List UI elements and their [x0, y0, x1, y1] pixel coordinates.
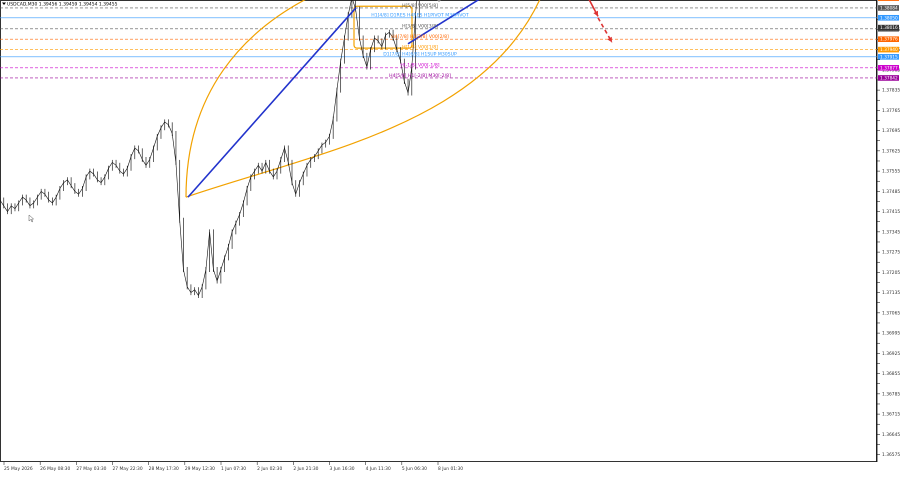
chart-title: USDCAD,M30 1.39456 1.39459 1.39454 1.394…	[2, 2, 118, 8]
y-tick-label: 1.37555	[882, 169, 900, 175]
x-tick-label: 27 May 22:30	[113, 466, 143, 472]
range-box-rect	[353, 5, 413, 49]
trend-line-1	[187, 7, 357, 198]
trend-lines	[187, 0, 480, 198]
y-tick-label: 1.37345	[882, 229, 900, 235]
x-tick-label: 26 May 08:30	[40, 466, 70, 472]
y-tick-label: 1.37695	[882, 128, 900, 134]
x-tick-label: 29 May 12:30	[185, 466, 215, 472]
cursor-icon	[28, 214, 35, 223]
y-tick-label: 1.36925	[882, 351, 900, 357]
price-line	[0, 0, 418, 297]
chart-title-text: USDCAD,M30 1.39456 1.39459 1.39454 1.394…	[7, 2, 118, 8]
price-series	[0, 0, 420, 298]
x-tick-label: 4 Jun 11:30	[366, 466, 391, 472]
forecast-arrows	[588, 0, 613, 43]
lower-arc	[185, 0, 541, 198]
range-box	[353, 5, 413, 49]
level-tag-label: 1.38084	[880, 5, 898, 11]
y-tick-label: 1.37135	[882, 290, 900, 296]
level-tag-label: 1.37940	[880, 47, 898, 53]
y-tick-label: 1.36575	[882, 452, 900, 458]
level-tag	[878, 36, 899, 42]
x-tick-label: 25 May 2026	[4, 466, 33, 472]
level-label: H[1/8] V00[1/8]	[402, 44, 438, 50]
upper-arc	[185, 0, 306, 198]
level-label: H[5/8] V00[5/8]	[402, 3, 438, 9]
y-tick-label: 1.37065	[882, 310, 900, 316]
y-tick-label: 1.37765	[882, 108, 900, 114]
level-tag-label: 1.38118	[880, 0, 898, 2]
level-tag-label: 1.37842	[880, 75, 898, 81]
level-tag	[878, 65, 899, 71]
forecast-down-arrow	[588, 0, 599, 17]
level-label: D1[7/8] H4[6/8] H1SUP M30SUP	[383, 52, 457, 58]
trend-line-2	[407, 0, 480, 45]
level-tag	[878, 54, 899, 60]
y-tick-label: 1.37205	[882, 270, 900, 276]
top-marker-icon	[437, 0, 441, 2]
level-tag-label: 1.37915	[880, 54, 898, 60]
level-label: H[3/8] V00[3/8]	[402, 24, 438, 30]
forecast-down-arrow-head-icon	[593, 10, 598, 17]
level-tag-label: 1.38050	[880, 15, 898, 21]
level-tag-label: 1.37976	[880, 37, 898, 43]
x-tick-label: 2 Jun 21:30	[293, 466, 318, 472]
level-labels: H[+2/8] V00[+2/8]H[+1/8] V00[+1/8]D1[+1/…	[371, 3, 469, 79]
y-tick-label: 1.36785	[882, 391, 900, 397]
level-tag	[878, 0, 899, 1]
arc-curves	[185, 0, 541, 198]
level-lines	[0, 7, 877, 79]
level-tag-label: 1.37877	[880, 65, 898, 71]
x-tick-label: 3 Jun 16:30	[330, 466, 355, 472]
y-tick-label: 1.37625	[882, 148, 900, 154]
level-label: H1[4/8] D1RES H4RES H1PIVOT M30PIVOT	[371, 13, 469, 19]
level-label: H4[5/8] H1[-2/8] M30[-2/8]	[389, 73, 451, 79]
x-tick-label: 2 Jun 02:30	[257, 466, 282, 472]
price-tags: 1.382801.382551.382181.381801.381421.381…	[878, 0, 899, 81]
x-tick-label: 28 May 17:30	[149, 466, 179, 472]
level-tag	[878, 14, 899, 21]
x-tick-label: 27 May 03:30	[76, 466, 106, 472]
x-tick-label: 5 Jun 06:30	[402, 466, 427, 472]
x-tick-label: 8 Jun 01:30	[438, 466, 463, 472]
dropdown-triangle-icon[interactable]	[2, 2, 6, 6]
level-tag	[878, 75, 899, 81]
y-tick-label: 1.37835	[882, 88, 900, 94]
y-tick-label: 1.36715	[882, 412, 900, 418]
y-tick-label: 1.37275	[882, 250, 900, 256]
level-tag	[878, 46, 899, 53]
current-price-tag	[878, 24, 899, 31]
level-tag	[878, 5, 899, 11]
y-tick-label: 1.36645	[882, 432, 900, 438]
y-tick-label: 1.36995	[882, 331, 900, 337]
y-tick-label: 1.37415	[882, 209, 900, 215]
forecast-down-dashed-arrow-head-icon	[607, 36, 612, 43]
current-price-tag-label: 1.38016	[880, 25, 898, 31]
time-axis: 25 May 2026 26 May 08:30 27 May 03:30 27 Ma…	[3, 462, 463, 472]
y-tick-label: 1.36855	[882, 371, 900, 377]
level-label: H4[7/8] H1[2/8] V00[2/8]	[391, 34, 449, 40]
level-label: H[-1/8] V00[-1/8]	[400, 63, 439, 69]
y-tick-label: 1.37485	[882, 189, 900, 195]
x-tick-label: 1 Jun 07:30	[221, 466, 246, 472]
